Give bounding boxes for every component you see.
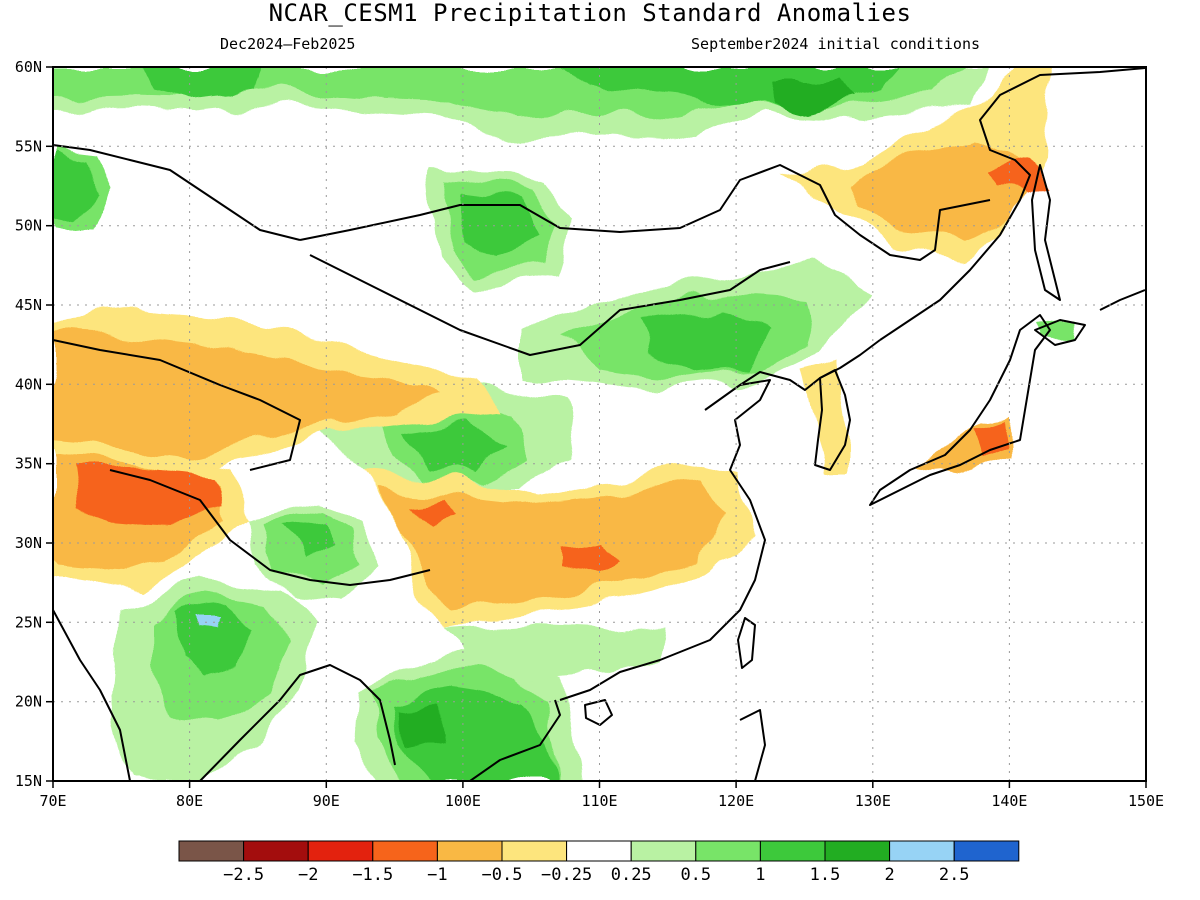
colorbar-swatch: [695, 840, 761, 862]
north-india-dry-region: [53, 440, 250, 590]
west-siberia-wet-region: [53, 145, 110, 230]
colorbar-label: 2.5: [939, 865, 970, 885]
y-tick-label: 50N: [15, 217, 42, 235]
indochina-coastline: [469, 699, 561, 781]
colorbar-label: −1: [427, 865, 447, 885]
y-tick-label: 45N: [15, 296, 42, 314]
y-tick-label: 55N: [15, 137, 42, 155]
philippines-coastline: [739, 709, 766, 781]
colorbar-swatches: [178, 840, 1020, 862]
colorbar-swatch: [953, 840, 1020, 862]
init-subtitle: September2024 initial conditions: [691, 35, 980, 53]
axis-ticks: [46, 66, 1147, 788]
bohai-coastline: [739, 339, 881, 391]
himalaya-border: [109, 469, 431, 586]
y-tick-label: 20N: [15, 693, 42, 711]
colorbar-label: 0.5: [680, 865, 711, 885]
x-tick-label: 90E: [313, 792, 340, 810]
japan-dry-region: [920, 415, 1012, 475]
x-tick-label: 140E: [991, 792, 1027, 810]
colorbar-label: −1.5: [352, 865, 393, 885]
colorbar-label: −2.5: [223, 865, 264, 885]
indochina-wet-region: [355, 650, 580, 781]
chart-title: NCAR_CESM1 Precipitation Standard Anomal…: [269, 0, 912, 27]
y-tick-label: 35N: [15, 455, 42, 473]
russia-kazakh-border: [53, 144, 301, 241]
y-tick-label: 60N: [15, 58, 42, 76]
sakhalin-coastline: [1031, 164, 1061, 301]
colorbar-swatch: [824, 840, 891, 862]
coastlines-and-borders: [53, 67, 1146, 781]
x-tick-label: 130E: [855, 792, 891, 810]
y-tick-label: 40N: [15, 375, 42, 393]
colorbar-swatch: [178, 840, 245, 862]
y-axis-labels: 15N 20N 25N 30N 35N 40N 45N 50N 55N 60N: [15, 58, 42, 790]
colorbar-swatch: [372, 840, 438, 862]
y-tick-label: 25N: [15, 613, 42, 631]
china-mongolia-border: [299, 164, 991, 261]
south-china-wet-region: [440, 622, 665, 680]
anomaly-shading: [53, 67, 1080, 781]
x-tick-label: 110E: [581, 792, 617, 810]
colorbar-swatch: [243, 840, 309, 862]
colorbar-swatch: [566, 840, 632, 862]
korea-coastline: [814, 369, 851, 471]
central-india-wet-region: [110, 580, 320, 781]
y-tick-label: 30N: [15, 534, 42, 552]
india-coastline: [53, 609, 131, 781]
china-east-coastline: [559, 379, 771, 701]
hainan-coastline: [584, 699, 613, 726]
colorbar-swatch: [630, 840, 697, 862]
colorbar-label: 1.5: [810, 865, 841, 885]
colorbar-label: −0.5: [482, 865, 523, 885]
colorbar-labels: −2.5 −2 −1.5 −1 −0.5 −0.25 0.25 0.5 1 1.…: [223, 865, 969, 885]
central-asia-border: [53, 339, 301, 471]
mongolia-wet-region: [520, 260, 870, 390]
yangtze-dry-region: [360, 462, 750, 630]
colorbar-label: 2: [884, 865, 894, 885]
colorbar: −2.5 −2 −1.5 −1 −0.5 −0.25 0.25 0.5 1 1.…: [178, 840, 1020, 885]
colorbar-swatch: [307, 840, 374, 862]
bay-of-bengal-coastline: [199, 664, 396, 781]
colorbar-label: 0.25: [611, 865, 652, 885]
x-tick-label: 100E: [445, 792, 481, 810]
kamchatka-coastline: [1099, 289, 1146, 311]
x-tick-label: 70E: [39, 792, 66, 810]
japan-coastline: [869, 314, 1051, 506]
central-asia-dry-region: [53, 310, 500, 480]
colorbar-swatch: [759, 840, 826, 862]
colorbar-label: 1: [755, 865, 765, 885]
x-tick-label: 120E: [718, 792, 754, 810]
colorbar-swatch: [436, 840, 503, 862]
mongolia-south-border: [309, 254, 791, 356]
colorbar-swatch: [501, 840, 568, 862]
y-tick-label: 15N: [15, 772, 42, 790]
hokkaido-coastline: [1034, 319, 1086, 346]
northeast-india-wet-region: [250, 505, 380, 600]
x-tick-label: 150E: [1128, 792, 1164, 810]
anomaly-field: [53, 67, 1146, 781]
x-tick-label: 80E: [176, 792, 203, 810]
colorbar-label: −0.25: [541, 865, 592, 885]
period-subtitle: Dec2024–Feb2025: [220, 35, 355, 53]
north-siberia-wet-region: [53, 67, 990, 140]
colorbar-label: −2: [298, 865, 318, 885]
x-axis-labels: 70E 80E 90E 100E 110E 120E 130E 140E 150…: [39, 792, 1164, 810]
taiwan-coastline: [737, 617, 756, 669]
korea-dry-region: [800, 360, 850, 470]
baikal-wet-region: [430, 170, 575, 290]
far-east-coastline: [879, 67, 1146, 341]
colorbar-swatch: [889, 840, 955, 862]
